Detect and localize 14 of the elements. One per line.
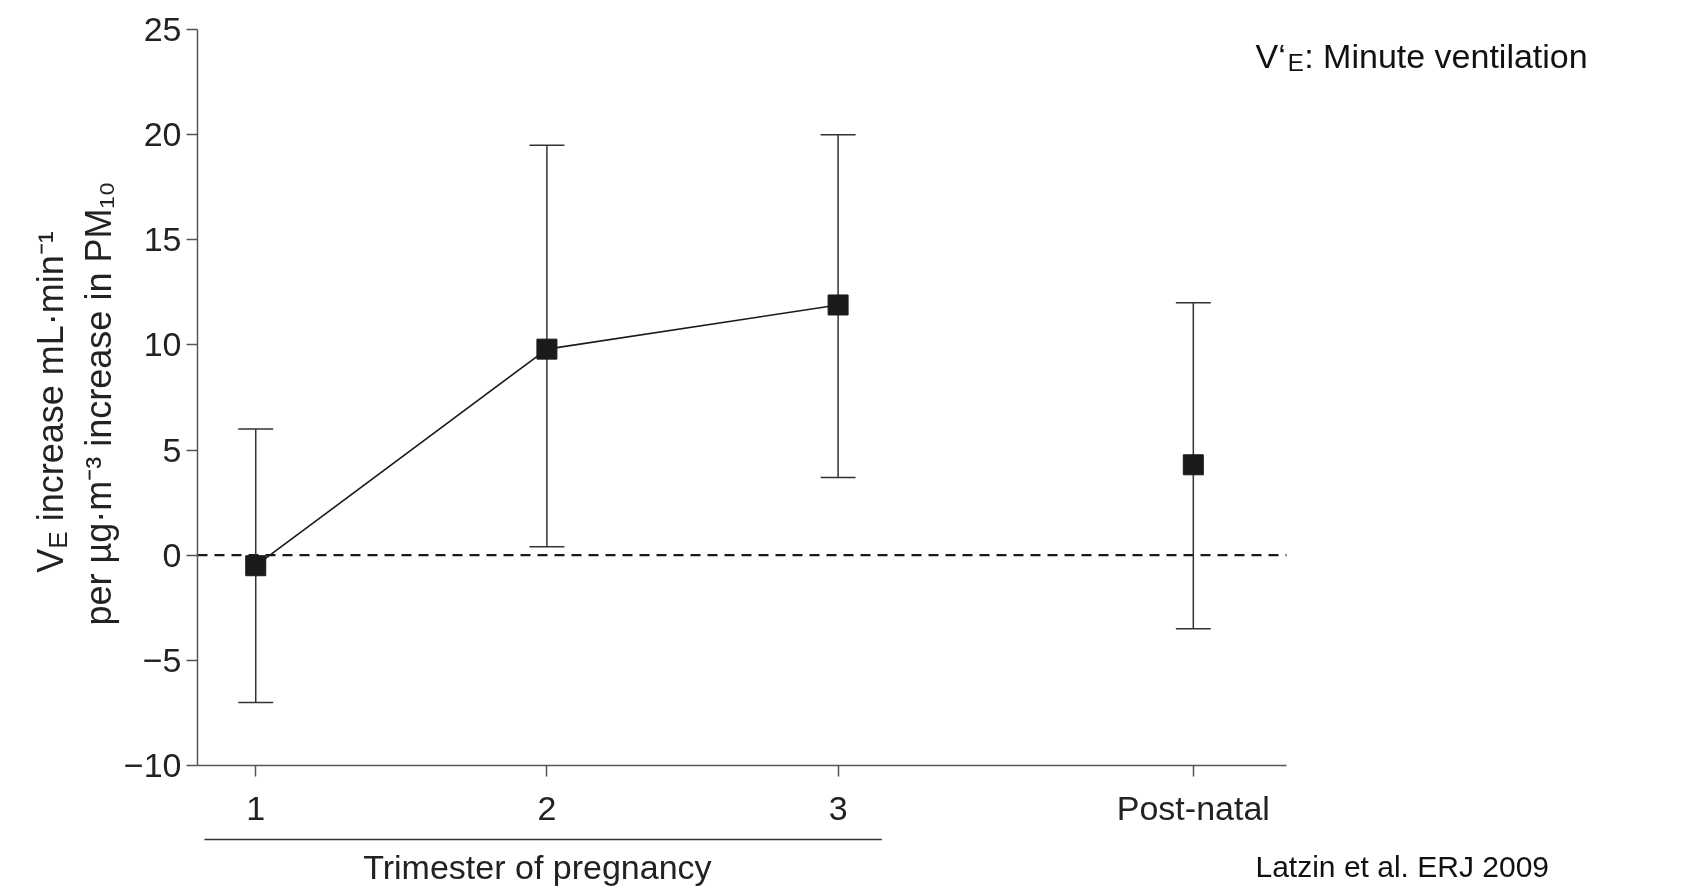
y-tick-label: −10 [123, 746, 182, 784]
x-axis-title: Trimester of pregnancy [363, 847, 712, 886]
y-tick-label: 25 [143, 10, 182, 48]
x-tick-label: 1 [246, 788, 266, 827]
y-tick-label: 15 [143, 220, 182, 259]
y-tick-label: 10 [143, 325, 182, 364]
y-tick-label: 5 [162, 430, 182, 469]
x-tick-label: Post-natal [1116, 788, 1270, 827]
x-tick-label: 2 [537, 788, 557, 827]
x-tick-label: 3 [828, 788, 848, 827]
text: Latzin et al. ERJ 2009 [1255, 850, 1550, 883]
y-tick-label: −5 [142, 640, 182, 679]
y-tick-label: 0 [162, 535, 182, 574]
y-tick-label: 20 [143, 115, 182, 154]
